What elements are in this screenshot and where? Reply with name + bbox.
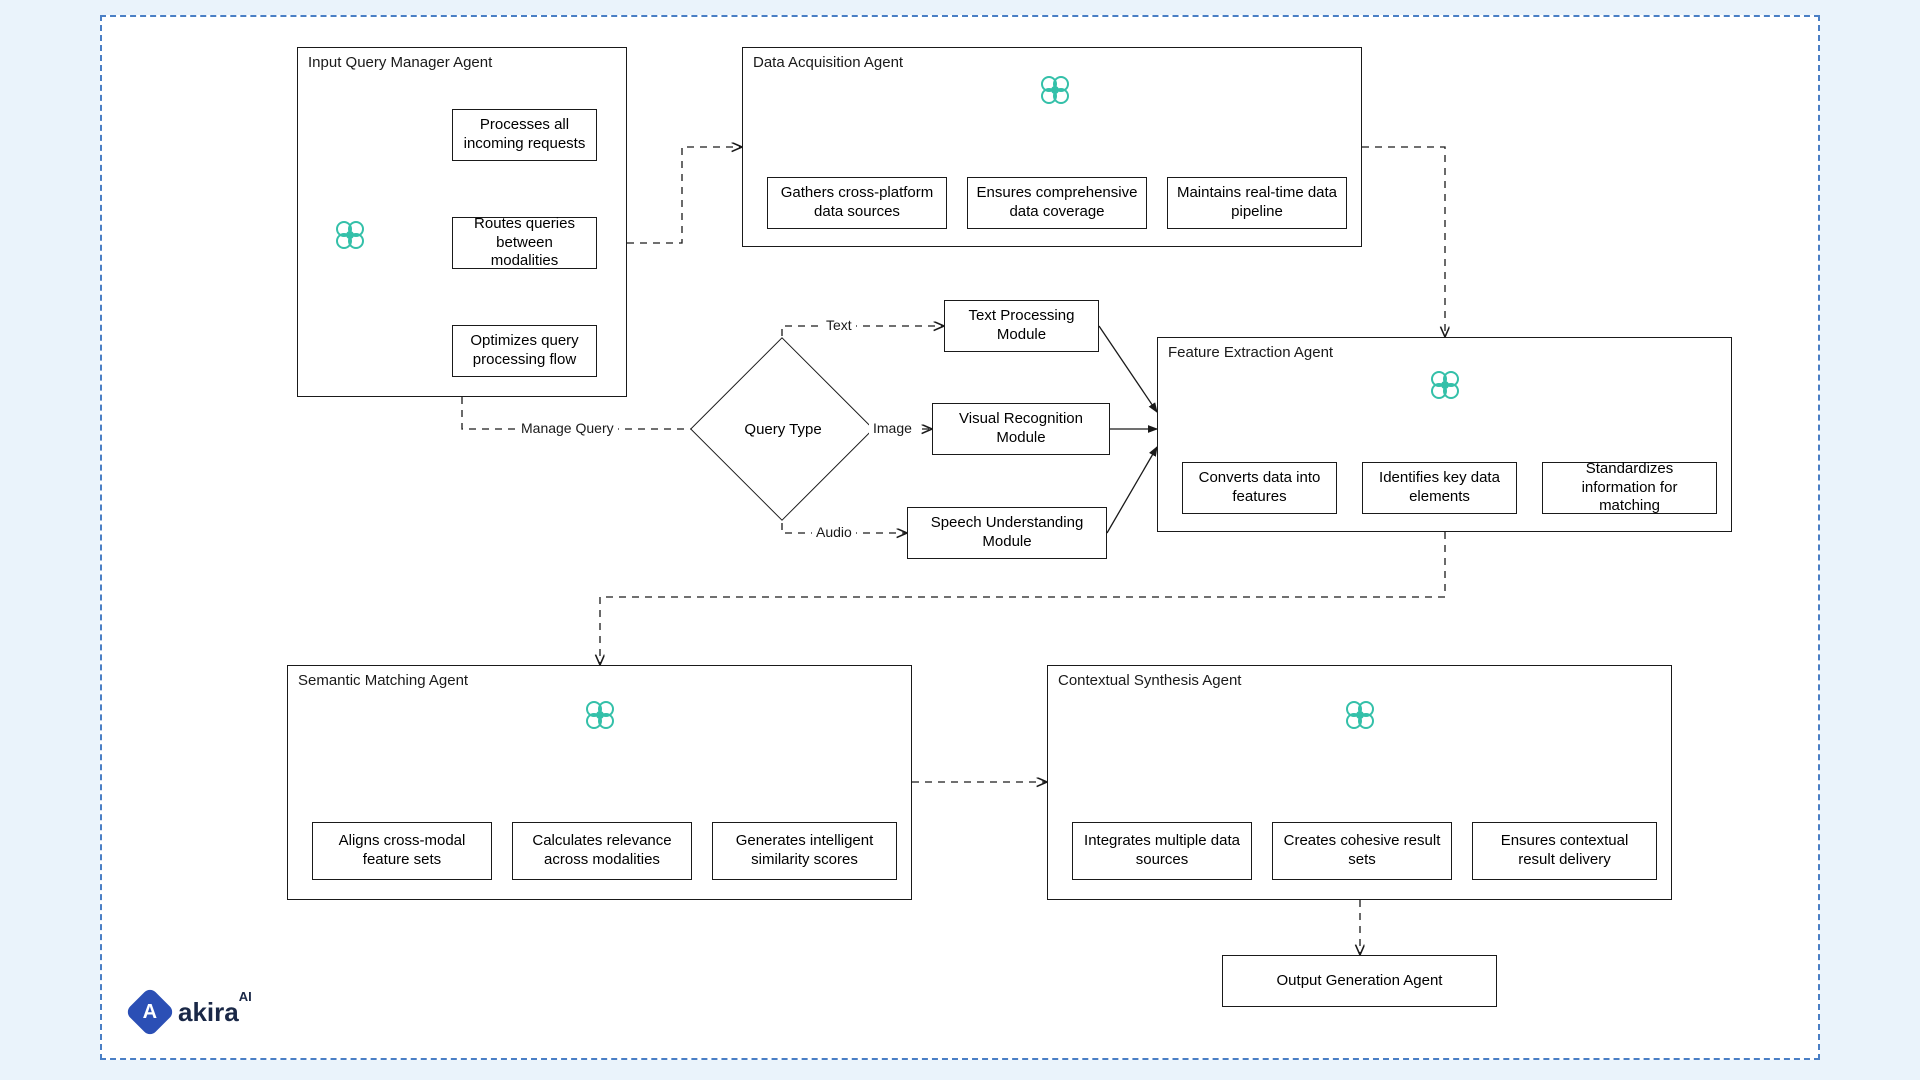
brain-icon — [582, 697, 618, 733]
fe-item-2: Identifies key data elements — [1362, 462, 1517, 514]
fe-item-3: Standardizes information for matching — [1542, 462, 1717, 514]
module-text: Text Processing Module — [944, 300, 1099, 352]
edge-label-audio: Audio — [812, 524, 856, 540]
sm-item-3: Generates intelligent similarity scores — [712, 822, 897, 880]
edge-label-image: Image — [869, 420, 916, 436]
edge-label-text: Text — [822, 317, 856, 333]
iq-item-3: Optimizes query processing flow — [452, 325, 597, 377]
da-item-1: Gathers cross-platform data sources — [767, 177, 947, 229]
module-audio: Speech Understanding Module — [907, 507, 1107, 559]
agent-title: Data Acquisition Agent — [753, 54, 903, 71]
sm-item-2: Calculates relevance across modalities — [512, 822, 692, 880]
logo: A akiraAI — [132, 994, 252, 1030]
edge-label-manage-query: Manage Query — [517, 420, 618, 436]
iq-item-1: Processes all incoming requests — [452, 109, 597, 161]
agent-title: Contextual Synthesis Agent — [1058, 672, 1241, 689]
agent-title: Feature Extraction Agent — [1168, 344, 1333, 361]
fe-item-1: Converts data into features — [1182, 462, 1337, 514]
decision-query-type: Query Type — [690, 337, 874, 521]
brain-icon — [1037, 72, 1073, 108]
diagram-frame: Input Query Manager Agent Processes all … — [100, 15, 1820, 1060]
cs-item-3: Ensures contextual result delivery — [1472, 822, 1657, 880]
agent-title: Semantic Matching Agent — [298, 672, 468, 689]
da-item-3: Maintains real-time data pipeline — [1167, 177, 1347, 229]
brain-icon — [1342, 697, 1378, 733]
agent-title: Input Query Manager Agent — [308, 54, 492, 71]
decision-label: Query Type — [713, 421, 853, 438]
sm-item-1: Aligns cross-modal feature sets — [312, 822, 492, 880]
cs-item-1: Integrates multiple data sources — [1072, 822, 1252, 880]
brain-icon — [332, 217, 368, 253]
cs-item-2: Creates cohesive result sets — [1272, 822, 1452, 880]
logo-text: akiraAI — [178, 997, 252, 1028]
module-image: Visual Recognition Module — [932, 403, 1110, 455]
brain-icon — [1427, 367, 1463, 403]
da-item-2: Ensures comprehensive data coverage — [967, 177, 1147, 229]
output-generation-box: Output Generation Agent — [1222, 955, 1497, 1007]
logo-badge-icon: A — [125, 987, 176, 1038]
iq-item-2: Routes queries between modalities — [452, 217, 597, 269]
